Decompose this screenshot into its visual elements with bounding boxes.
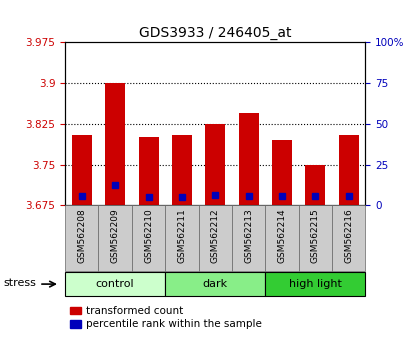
Text: GSM562214: GSM562214 (278, 209, 286, 263)
Bar (239, 113, 259, 205)
Bar (72, 135, 92, 205)
Text: high light: high light (289, 279, 342, 289)
Bar (105, 83, 125, 205)
Bar (172, 135, 192, 205)
FancyBboxPatch shape (332, 205, 365, 271)
Bar (305, 165, 326, 205)
Text: GSM562209: GSM562209 (110, 209, 120, 263)
Text: GSM562211: GSM562211 (177, 209, 186, 263)
Text: GSM562216: GSM562216 (344, 209, 353, 263)
Text: GSM562208: GSM562208 (77, 209, 86, 263)
FancyBboxPatch shape (65, 272, 165, 296)
Text: GSM562210: GSM562210 (144, 209, 153, 263)
Bar (139, 137, 158, 205)
FancyBboxPatch shape (165, 272, 265, 296)
FancyBboxPatch shape (299, 205, 332, 271)
FancyBboxPatch shape (265, 272, 365, 296)
FancyBboxPatch shape (199, 205, 232, 271)
FancyBboxPatch shape (132, 205, 165, 271)
Bar (205, 124, 225, 205)
Text: GSM562215: GSM562215 (311, 209, 320, 263)
FancyBboxPatch shape (232, 205, 265, 271)
Text: GSM562212: GSM562212 (211, 209, 220, 263)
Text: stress: stress (3, 278, 36, 288)
Bar (272, 140, 292, 205)
Title: GDS3933 / 246405_at: GDS3933 / 246405_at (139, 26, 291, 40)
Text: GSM562213: GSM562213 (244, 209, 253, 263)
Text: control: control (96, 279, 134, 289)
Legend: transformed count, percentile rank within the sample: transformed count, percentile rank withi… (70, 306, 262, 329)
FancyBboxPatch shape (165, 205, 199, 271)
FancyBboxPatch shape (65, 205, 98, 271)
Bar (339, 135, 359, 205)
Text: dark: dark (203, 279, 228, 289)
FancyBboxPatch shape (265, 205, 299, 271)
FancyBboxPatch shape (98, 205, 132, 271)
